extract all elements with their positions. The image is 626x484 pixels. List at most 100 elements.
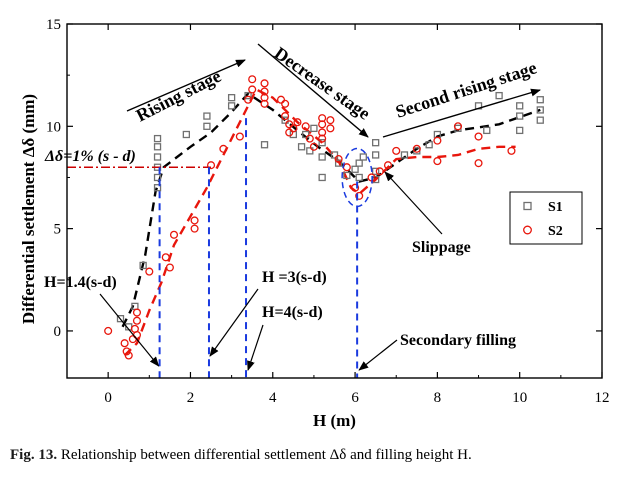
marker-label-h3: H =3(s-d): [262, 269, 327, 286]
point-s1-32: [355, 173, 363, 182]
y-tick-label-5: 5: [54, 222, 62, 238]
point-s1-15: [227, 94, 236, 102]
point-s2-40: [326, 116, 335, 125]
point-s1-45: [495, 91, 503, 100]
point-s2-23: [260, 87, 269, 96]
point-s1-31: [355, 159, 363, 167]
caption-fig-number: Fig. 13.: [10, 447, 58, 463]
point-s1-5: [153, 184, 162, 192]
point-s1-23: [310, 124, 318, 133]
point-s1-28: [334, 159, 343, 167]
legend-marker-s2: [523, 225, 532, 235]
point-s2-56: [507, 146, 516, 155]
x-tick-label-6: 6: [351, 390, 359, 406]
point-s1-6: [153, 173, 162, 182]
x-tick-label-12: 12: [595, 390, 610, 406]
point-s2-42: [334, 155, 343, 164]
point-s1-14: [227, 102, 236, 110]
point-s2-41: [326, 124, 335, 133]
point-s2-26: [276, 95, 286, 104]
point-s2-17: [219, 144, 228, 153]
data-layer: [104, 75, 544, 360]
marker-label-h14: H=1.4(s-d): [44, 274, 117, 291]
point-s1-38: [400, 151, 409, 159]
point-s1-27: [330, 151, 339, 159]
marker-label-secondary-filling-arrow: [358, 339, 398, 371]
point-s1-20: [297, 143, 306, 151]
point-s2-24: [260, 93, 269, 102]
point-s2-21: [248, 75, 257, 84]
point-s1-10: [153, 134, 162, 143]
point-s2-55: [474, 159, 483, 168]
point-s2-3: [122, 347, 131, 356]
point-s2-11: [161, 253, 170, 262]
point-s2-51: [433, 136, 442, 145]
slippage-ellipse: [341, 147, 373, 208]
legend-label-s2: S2: [548, 224, 563, 239]
point-s2-2: [120, 339, 129, 348]
point-s2-50: [412, 144, 421, 153]
point-s2-28: [281, 112, 290, 121]
point-s2-25: [260, 99, 269, 108]
point-s1-47: [516, 112, 524, 120]
y-axis-title: Differential settlement Δδ (mm): [19, 94, 38, 324]
point-s2-12: [165, 263, 174, 272]
point-s2-15: [190, 216, 199, 225]
point-s1-48: [516, 126, 524, 135]
figure-caption: Fig. 13. Relationship between differenti…: [10, 447, 622, 464]
point-s1-40: [425, 141, 433, 149]
x-tick-label-2: 2: [187, 390, 195, 406]
point-s1-26: [318, 139, 326, 147]
trend-line-s2: [123, 87, 516, 357]
point-s2-18: [235, 132, 244, 141]
point-s2-4: [124, 351, 133, 360]
point-s2-31: [289, 124, 298, 133]
rising-stage-arrow: [126, 59, 246, 112]
point-s2-35: [309, 142, 318, 151]
marker-label-h14-arrow: [99, 293, 160, 367]
slippage-arrow: [384, 171, 443, 235]
axes-layer: 0 2 4 6 8 10 12 0 5 10 15 H (m) Differential settlem…: [19, 17, 610, 430]
point-s1-34: [372, 167, 380, 175]
x-tick-label-0: 0: [104, 390, 112, 406]
x-tick-label-8: 8: [434, 390, 442, 406]
point-s2-1: [104, 326, 113, 335]
legend-label-s1: S1: [548, 200, 563, 215]
x-axis-title: H (m): [313, 411, 356, 430]
point-s2-30: [285, 128, 294, 137]
point-s2-9: [132, 308, 142, 317]
point-s1-24: [318, 153, 326, 161]
point-s2-34: [305, 134, 314, 143]
point-s2-39: [318, 134, 327, 143]
point-s1-49: [536, 96, 544, 104]
y-tick-label-0: 0: [54, 324, 62, 340]
point-s1-36: [372, 139, 380, 147]
point-s1-16: [244, 91, 252, 100]
marker-label-secondary-filling: Secondary filling: [400, 332, 516, 349]
annotation-slippage: Slippage: [412, 239, 471, 256]
point-s1-1: [116, 315, 125, 323]
point-s1-17: [260, 141, 269, 149]
point-s2-54: [474, 132, 483, 141]
point-s2-43: [342, 163, 351, 172]
overlay-layer: [67, 118, 373, 378]
point-s2-22: [260, 79, 269, 88]
second-rising-stage-arrow: [382, 88, 541, 138]
marker-label-h4-arrow: [247, 324, 264, 371]
point-s2-16: [206, 161, 216, 170]
point-s2-32: [293, 118, 302, 127]
point-s2-38: [318, 128, 327, 137]
marker-label-h4: H=4(s-d): [262, 304, 323, 321]
point-s1-12: [203, 122, 211, 130]
marker-label-h3-arrow: [209, 288, 259, 357]
point-s2-8: [132, 316, 142, 325]
point-s2-48: [383, 161, 393, 170]
point-s1-50: [536, 106, 544, 114]
point-s1-9: [153, 143, 162, 151]
point-s1-13: [203, 112, 211, 120]
point-s2-10: [145, 267, 154, 276]
point-s2-47: [375, 167, 384, 176]
point-s1-51: [536, 116, 544, 124]
caption-text: Relationship between differential settle…: [60, 447, 472, 463]
legend-marker-s1: [523, 201, 532, 211]
